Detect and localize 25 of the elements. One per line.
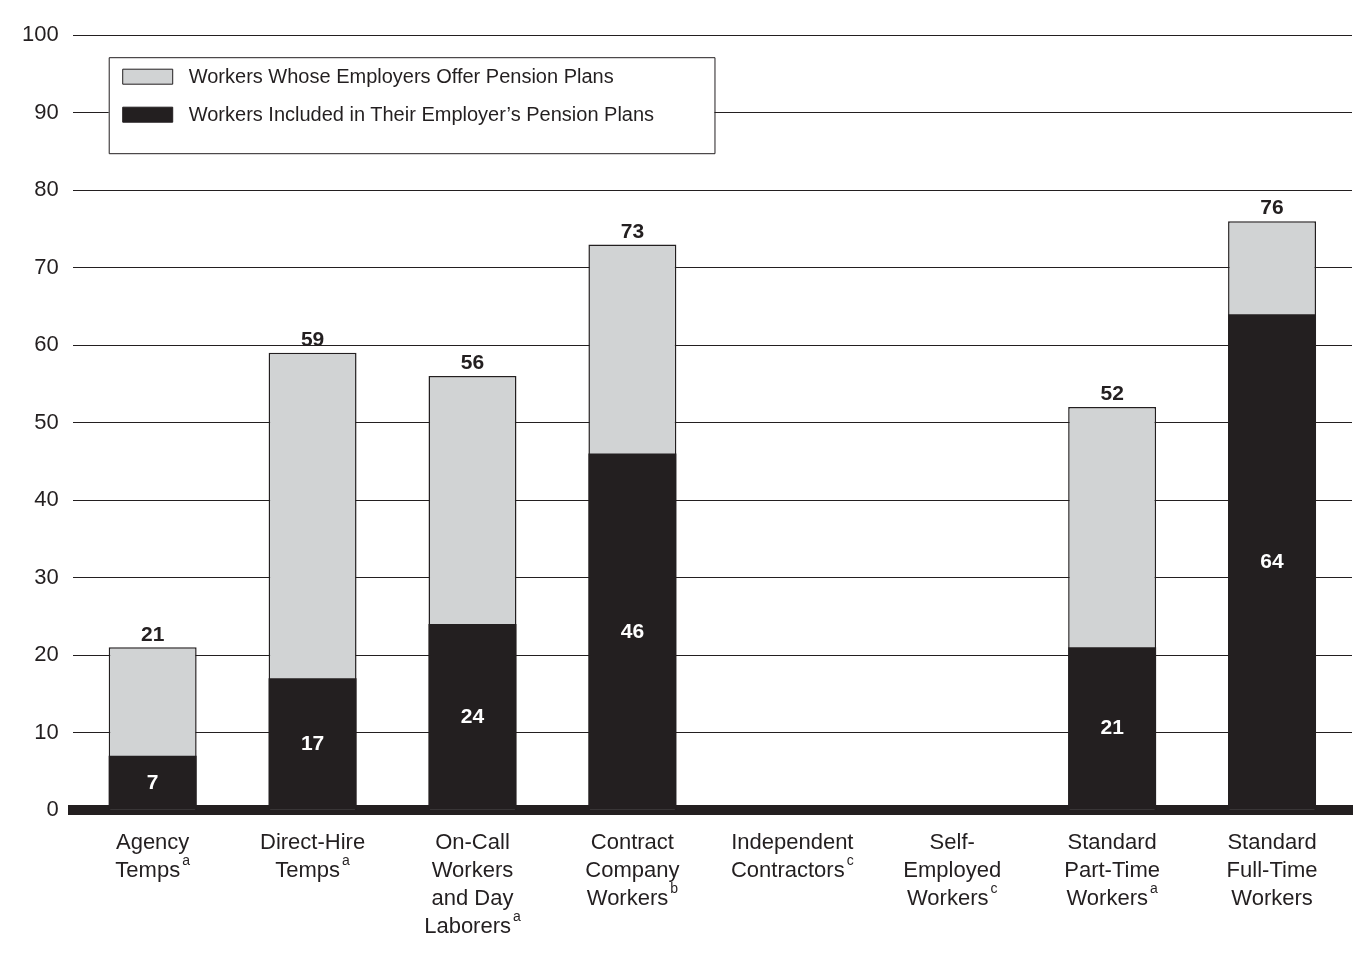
y-tick-label: 20 bbox=[34, 641, 59, 667]
y-tick-label: 40 bbox=[34, 486, 59, 512]
legend-label: Workers Whose Employers Offer Pension Plans bbox=[188, 64, 614, 87]
y-tick-label: 30 bbox=[34, 563, 59, 589]
legend-label: Workers Included in Their Employer’s Pension Plans bbox=[188, 102, 655, 125]
data-label: 21 bbox=[1100, 715, 1125, 739]
y-tick-label: 50 bbox=[34, 408, 59, 434]
data-label: 76 bbox=[1260, 195, 1284, 219]
data-label: 46 bbox=[620, 618, 645, 642]
data-label: 21 bbox=[140, 621, 165, 645]
data-label: 17 bbox=[300, 730, 325, 754]
data-label: 24 bbox=[460, 703, 485, 727]
data-label: 64 bbox=[1260, 548, 1285, 572]
y-tick-label: 100 bbox=[21, 21, 59, 47]
data-label: 56 bbox=[460, 350, 485, 374]
data-label: 7 bbox=[146, 769, 159, 793]
data-label: 73 bbox=[620, 218, 645, 242]
y-tick-label: 80 bbox=[34, 176, 59, 202]
data-label: 52 bbox=[1100, 381, 1124, 405]
y-tick-label: 60 bbox=[34, 331, 59, 357]
y-tick-label: 70 bbox=[34, 253, 59, 279]
y-tick-label: 10 bbox=[34, 718, 59, 744]
y-tick-label: 90 bbox=[34, 98, 59, 124]
x-tick-label: Standard Full-Time Workers bbox=[1226, 829, 1318, 911]
y-tick-label: 0 bbox=[46, 796, 59, 822]
